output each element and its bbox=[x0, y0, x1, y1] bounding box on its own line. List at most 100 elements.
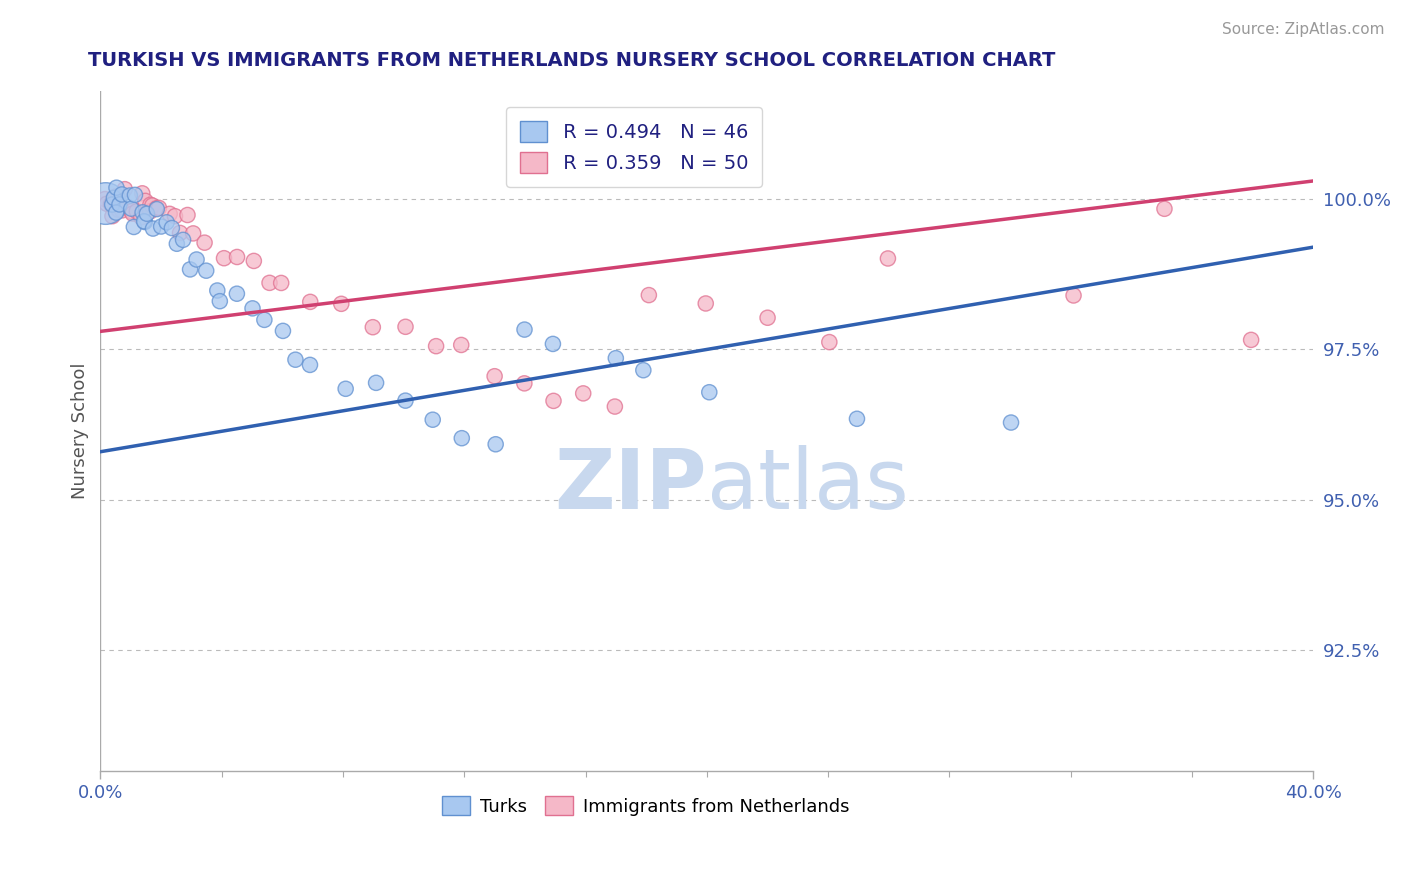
Point bbox=[284, 352, 307, 367]
Point bbox=[121, 204, 143, 219]
Point bbox=[877, 252, 900, 266]
Point bbox=[141, 198, 163, 212]
Point bbox=[105, 205, 128, 219]
Point bbox=[208, 294, 231, 309]
Point bbox=[142, 221, 165, 235]
Point bbox=[194, 235, 217, 250]
Text: atlas: atlas bbox=[707, 444, 908, 525]
Point bbox=[1000, 416, 1022, 430]
Point bbox=[103, 191, 125, 205]
Point bbox=[166, 236, 188, 251]
Point bbox=[131, 186, 153, 201]
Point bbox=[118, 188, 141, 202]
Point bbox=[259, 276, 281, 290]
Point bbox=[298, 358, 321, 372]
Point bbox=[195, 263, 218, 277]
Point bbox=[1153, 202, 1175, 216]
Point bbox=[484, 369, 506, 384]
Point bbox=[394, 319, 416, 334]
Point bbox=[159, 207, 181, 221]
Point bbox=[603, 400, 626, 414]
Point bbox=[134, 194, 156, 208]
Point bbox=[818, 335, 841, 350]
Point bbox=[572, 386, 595, 401]
Point bbox=[96, 196, 118, 211]
Point bbox=[179, 262, 201, 277]
Point bbox=[172, 233, 194, 247]
Point bbox=[1240, 333, 1263, 347]
Legend: Turks, Immigrants from Netherlands: Turks, Immigrants from Netherlands bbox=[436, 789, 858, 822]
Point bbox=[543, 393, 565, 408]
Point bbox=[181, 227, 204, 241]
Point bbox=[146, 202, 169, 216]
Point bbox=[129, 211, 152, 225]
Point bbox=[108, 197, 131, 211]
Point bbox=[104, 189, 127, 203]
Point bbox=[361, 320, 384, 334]
Point bbox=[243, 254, 266, 268]
Point bbox=[107, 198, 129, 212]
Point bbox=[485, 437, 508, 451]
Point bbox=[101, 209, 124, 223]
Point bbox=[121, 206, 143, 220]
Point bbox=[394, 393, 416, 408]
Point bbox=[513, 376, 536, 391]
Point bbox=[513, 322, 536, 336]
Point bbox=[94, 192, 117, 206]
Point bbox=[145, 201, 167, 215]
Point bbox=[100, 197, 122, 211]
Point bbox=[605, 351, 627, 366]
Point bbox=[425, 339, 447, 353]
Text: ZIP: ZIP bbox=[554, 444, 707, 525]
Point bbox=[207, 284, 229, 298]
Point bbox=[186, 252, 208, 267]
Point bbox=[270, 276, 292, 290]
Point bbox=[1063, 288, 1085, 302]
Point bbox=[131, 205, 153, 219]
Point bbox=[150, 219, 173, 234]
Point bbox=[422, 413, 444, 427]
Point bbox=[176, 208, 198, 222]
Point bbox=[122, 219, 145, 234]
Point bbox=[94, 196, 117, 211]
Point bbox=[139, 204, 162, 219]
Point bbox=[226, 250, 249, 264]
Point bbox=[299, 294, 322, 309]
Point bbox=[695, 296, 717, 310]
Point bbox=[242, 301, 264, 316]
Point bbox=[633, 363, 655, 377]
Point bbox=[163, 209, 186, 223]
Point bbox=[225, 286, 247, 301]
Point bbox=[105, 180, 128, 194]
Point bbox=[253, 313, 276, 327]
Point bbox=[450, 338, 472, 352]
Point bbox=[271, 324, 294, 338]
Point bbox=[148, 201, 170, 215]
Point bbox=[330, 297, 353, 311]
Point bbox=[120, 202, 142, 216]
Point bbox=[697, 385, 720, 400]
Point bbox=[212, 251, 235, 265]
Point bbox=[134, 215, 156, 229]
Text: TURKISH VS IMMIGRANTS FROM NETHERLANDS NURSERY SCHOOL CORRELATION CHART: TURKISH VS IMMIGRANTS FROM NETHERLANDS N… bbox=[89, 51, 1056, 70]
Point bbox=[756, 310, 779, 325]
Point bbox=[136, 207, 159, 221]
Point bbox=[125, 204, 148, 219]
Point bbox=[139, 198, 162, 212]
Point bbox=[114, 182, 136, 196]
Y-axis label: Nursery School: Nursery School bbox=[72, 362, 89, 499]
Point bbox=[101, 197, 124, 211]
Point bbox=[124, 187, 146, 202]
Point bbox=[541, 337, 564, 351]
Text: Source: ZipAtlas.com: Source: ZipAtlas.com bbox=[1222, 22, 1385, 37]
Point bbox=[107, 202, 129, 217]
Point bbox=[637, 288, 659, 302]
Point bbox=[450, 431, 472, 445]
Point bbox=[169, 226, 191, 240]
Point bbox=[156, 215, 179, 229]
Point bbox=[160, 221, 183, 235]
Point bbox=[846, 411, 869, 425]
Point bbox=[111, 203, 134, 218]
Point bbox=[335, 382, 357, 396]
Point bbox=[364, 376, 387, 390]
